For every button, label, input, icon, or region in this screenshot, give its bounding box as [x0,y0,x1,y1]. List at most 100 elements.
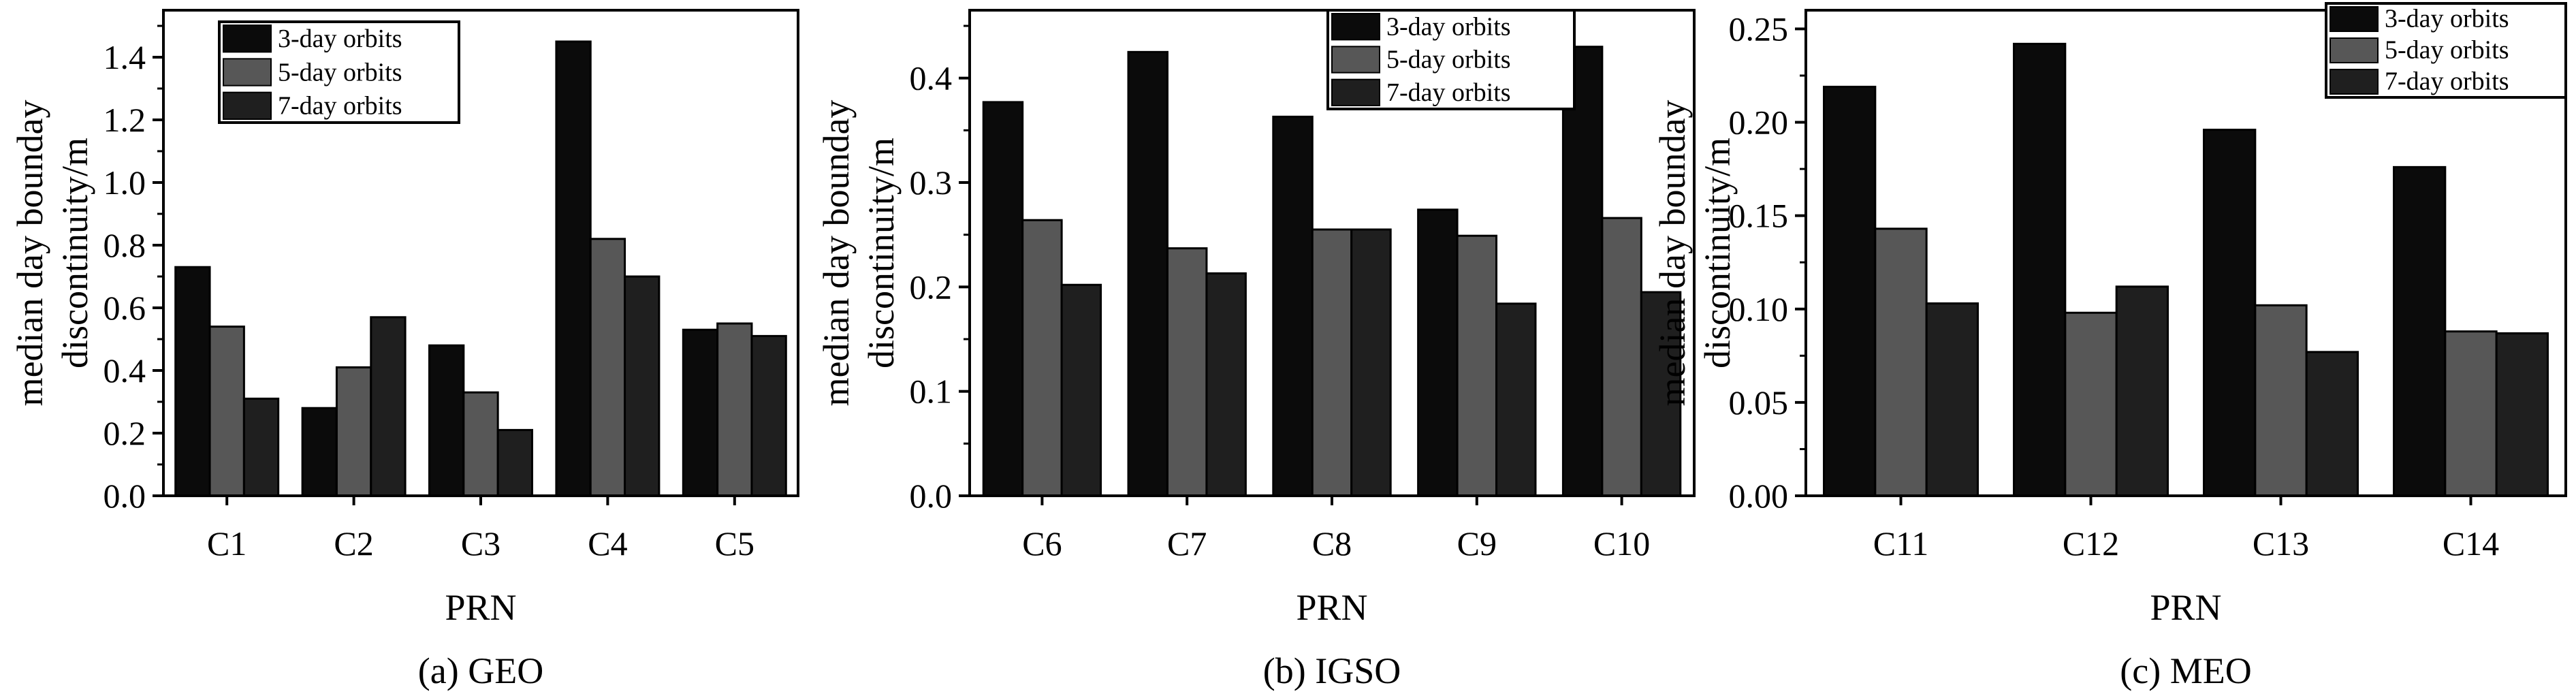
y-tick-label: 1.4 [104,38,146,76]
legend-label-1: 3-day orbits [2385,5,2509,33]
legend-label-3: 7-day orbits [1386,78,1511,107]
legend-swatch-3 [223,91,272,121]
bar-C5-series-2 [716,322,753,497]
panel-caption: (a) GEO [418,650,543,691]
x-tick-label: C14 [2443,524,2499,563]
y-tick-label: 0.25 [1729,10,1789,48]
chart-panel-2: 0.0 0.1 0.2 0.3 0.4 C6 C7 C8 C9 C10 PRN median day … [816,9,1696,691]
chart-panel-1: 0.0 0.2 0.4 0.6 0.8 1.0 1.2 1.4 C1 C2 C3 C4 C5 PRN med… [10,9,799,691]
x-axis-label: PRN [445,587,516,628]
bar-C8-series-2 [1311,228,1353,497]
x-tick-label: C12 [2063,524,2119,563]
bar-C3-series-1 [428,344,465,497]
bar-C6-series-2 [1021,219,1063,497]
bar-C8-series-1 [1272,115,1314,497]
bar-C13-series-1 [2203,129,2257,497]
legend-label-1: 3-day orbits [1386,12,1511,41]
bar-C7-series-3 [1205,272,1247,497]
bar-C2-series-3 [370,316,407,497]
y-axis-label-line-2: discontinuity/m [54,138,95,368]
bar-C3-series-2 [462,391,499,497]
bar-C1-series-2 [208,326,245,497]
bar-C13-series-2 [2254,304,2308,497]
panel-caption: (b) IGSO [1263,650,1401,691]
legend-label-3: 7-day orbits [2385,67,2509,96]
y-tick-label: 0.1 [910,373,953,411]
legend-label-2: 5-day orbits [1386,46,1511,74]
y-axis-label-line-2: discontinuity/m [861,138,902,368]
bar-C2-series-2 [335,366,372,497]
x-axis-label: PRN [2150,587,2221,628]
x-tick-label: C13 [2253,524,2309,563]
legend-swatch-1 [1331,13,1380,41]
bar-C1-series-1 [174,266,211,497]
y-axis-label-line-1: median day bounday [816,100,857,407]
bar-C12-series-1 [2013,42,2067,497]
legend-label-3: 7-day orbits [278,92,402,121]
y-tick-label: 0.05 [1729,383,1789,422]
x-tick-label: C3 [461,524,500,563]
y-tick-label: 0.4 [910,59,953,97]
bar-C11-series-2 [1874,227,1928,497]
y-tick-label: 1.2 [104,101,146,139]
plot-frame [1804,9,2567,497]
legend-swatch-1 [223,25,272,53]
bar-C1-series-3 [242,397,280,497]
legend-swatch-2 [2329,37,2379,63]
x-tick-label: C1 [207,524,247,563]
bar-C9-series-1 [1417,208,1459,497]
bar-C2-series-1 [301,407,338,497]
bar-C12-series-3 [2115,285,2169,497]
y-tick-label: 1.0 [104,163,146,202]
x-tick-label: C11 [1873,524,1929,563]
legend-label-2: 5-day orbits [278,58,402,86]
y-tick-label: 0.8 [104,226,146,264]
bar-C7-series-2 [1166,247,1208,497]
legend-label-1: 3-day orbits [278,25,402,53]
bar-C10-series-3 [1640,291,1682,497]
bar-C11-series-3 [1925,302,1979,497]
y-tick-label: 0.10 [1729,290,1789,328]
x-tick-label: C9 [1457,524,1497,563]
bar-C6-series-1 [982,101,1024,497]
y-tick-label: 0.2 [910,268,953,306]
legend-swatch-2 [1331,46,1380,74]
x-tick-label: C4 [588,524,627,563]
y-axis-label-line-1: median day bounday [10,100,50,407]
legend: 3-day orbits 5-day orbits 7-day orbits [218,20,460,124]
x-tick-label: C7 [1167,524,1207,563]
y-axis-label-line-1: median day bounday [1652,100,1693,407]
y-tick-label: 0.4 [104,351,146,390]
y-tick-label: 0.2 [104,414,146,452]
legend-swatch-3 [1331,78,1380,106]
bar-C4-series-3 [624,275,661,497]
y-axis-label-line-2: discontinuity/m [1697,138,1738,368]
panel-caption: (c) MEO [2120,650,2251,691]
x-tick-label: C2 [334,524,373,563]
bar-C13-series-3 [2305,351,2359,497]
legend-swatch-1 [2329,6,2379,32]
bar-C14-series-1 [2393,165,2447,497]
bar-C9-series-3 [1495,302,1537,497]
bar-C10-series-2 [1601,217,1642,497]
y-tick-label: 0.15 [1729,197,1789,235]
y-tick-label: 0.0 [910,477,953,515]
legend-label-2: 5-day orbits [2385,36,2509,65]
chart-panel-3: 0.00 0.05 0.10 0.15 0.20 0.25 C11 C12 C13 C14 PRN m… [1652,2,2567,691]
bar-C5-series-1 [682,328,719,497]
x-tick-label: C6 [1022,524,1062,563]
y-tick-label: 0.0 [104,477,146,515]
bar-C6-series-3 [1060,283,1102,497]
bar-C9-series-2 [1456,234,1498,497]
bar-C7-series-1 [1127,50,1168,497]
legend-swatch-3 [2329,69,2379,95]
bar-C11-series-1 [1823,85,1877,497]
y-tick-label: 0.3 [910,163,953,202]
bar-C12-series-2 [2064,311,2118,497]
legend-swatch-2 [223,58,272,86]
x-tick-label: C5 [715,524,754,563]
y-tick-label: 0.20 [1729,104,1789,142]
x-tick-label: C10 [1593,524,1650,563]
